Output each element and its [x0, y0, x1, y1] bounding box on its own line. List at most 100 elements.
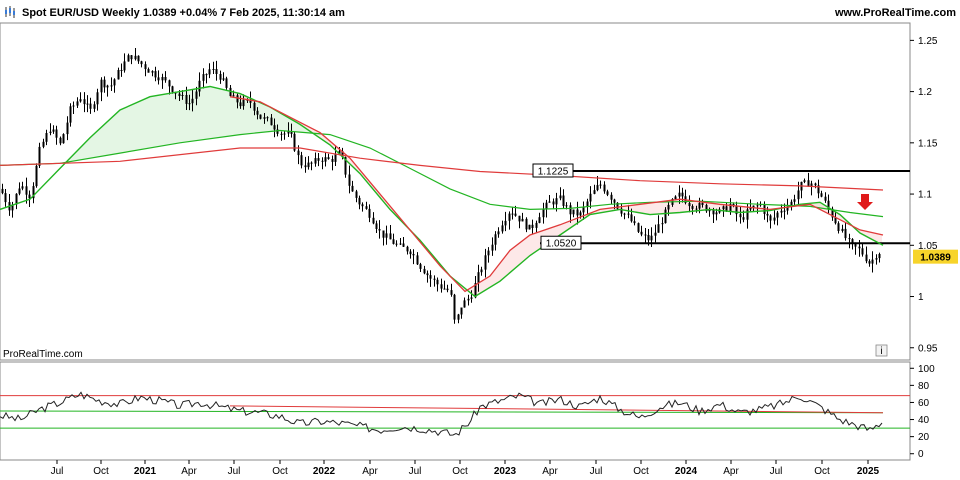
candle-body — [232, 95, 235, 97]
candle-body — [729, 204, 732, 211]
candle-body — [712, 210, 715, 215]
candle-body — [494, 234, 497, 245]
last-price-label: 1.0389 — [920, 253, 951, 264]
candle-body — [440, 284, 443, 289]
candle-body — [463, 300, 466, 308]
candle-body — [147, 69, 150, 73]
candle-body — [732, 204, 735, 206]
candle-body — [83, 99, 86, 105]
candle-body — [100, 79, 103, 93]
candle-body — [735, 205, 738, 215]
candle-body — [103, 79, 106, 88]
candle-body — [525, 218, 528, 230]
candle-body — [300, 155, 303, 166]
candle-body — [96, 92, 99, 105]
candle-body — [878, 254, 881, 259]
candle-body — [664, 209, 667, 224]
candle-body — [164, 77, 167, 81]
osc-tick-label: 20 — [918, 432, 930, 443]
chart-type-icon-candle3 — [13, 11, 15, 15]
candle-body — [623, 213, 626, 215]
candle-body — [378, 229, 381, 231]
candle-body — [18, 188, 21, 194]
time-tick-label: Oct — [814, 466, 830, 477]
candle-body — [49, 131, 52, 133]
osc-tick-label: 80 — [918, 381, 930, 392]
candle-body — [650, 235, 653, 241]
candle-body — [708, 210, 711, 212]
candle-body — [695, 208, 698, 210]
candle-body — [28, 194, 31, 199]
candle-body — [215, 69, 218, 74]
candle-body — [348, 174, 351, 186]
candle-body — [382, 230, 385, 238]
candle-body — [365, 206, 368, 209]
osc-tick-label: 100 — [918, 364, 935, 375]
candle-body — [688, 202, 691, 207]
osc-tick-label: 40 — [918, 415, 930, 426]
candle-body — [205, 74, 208, 76]
candle-body — [239, 102, 242, 107]
oscillator-axis: 100 80 60 40 20 0 — [910, 364, 935, 460]
candle-body — [15, 193, 18, 205]
candle-body — [820, 193, 823, 197]
ma-fill-up — [0, 86, 882, 217]
price-axis: 1.25 1.2 1.15 1.1 1.05 1 0.95 1.0389 — [910, 36, 958, 354]
candle-body — [423, 268, 426, 274]
candle-body — [307, 162, 310, 168]
candle-body — [331, 159, 334, 162]
candle-body — [276, 129, 279, 134]
candle-body — [344, 157, 347, 175]
price-tick-label: 1.2 — [918, 87, 932, 98]
candle-body — [222, 78, 225, 80]
candle-body — [242, 99, 245, 107]
candle-body — [705, 204, 708, 212]
candle-body — [647, 235, 650, 241]
candle-body — [304, 165, 307, 168]
site-link[interactable]: www.ProRealTime.com — [834, 7, 956, 19]
candle-body — [790, 201, 793, 207]
candle-body — [725, 206, 728, 211]
candle-body — [667, 204, 670, 210]
price-tick-label: 1.1 — [918, 190, 932, 201]
candle-body — [477, 272, 480, 284]
candle-body — [137, 55, 140, 62]
candle-body — [875, 258, 878, 260]
candle-body — [780, 210, 783, 213]
candle-body — [535, 222, 538, 228]
candle-body — [579, 212, 582, 216]
time-tick-label: Jul — [770, 466, 783, 477]
candle-body — [453, 294, 456, 320]
candle-body — [616, 202, 619, 209]
candle-body — [722, 206, 725, 210]
time-tick-label: Jul — [409, 466, 422, 477]
candle-body — [538, 217, 541, 223]
time-tick-label: Apr — [362, 466, 378, 477]
candle-body — [627, 213, 630, 215]
candle-body — [596, 185, 599, 191]
candle-body — [654, 232, 657, 236]
candle-body — [443, 288, 446, 290]
candle-body — [198, 80, 201, 92]
candle-body — [871, 259, 874, 264]
info-icon[interactable]: i — [875, 344, 888, 357]
chart-type-icon-candle1 — [5, 10, 7, 14]
candle-body — [412, 254, 415, 256]
time-tick-label: Apr — [542, 466, 558, 477]
time-tick-label: Oct — [633, 466, 649, 477]
candle-body — [803, 180, 806, 182]
candle-body — [657, 224, 660, 233]
candle-body — [355, 191, 358, 198]
candle-body — [467, 298, 470, 301]
candle-body — [480, 269, 483, 273]
candle-body — [290, 131, 293, 134]
candle-body — [854, 242, 857, 247]
info-icon-glyph: i — [880, 346, 882, 357]
candle-body — [38, 146, 41, 166]
ma-fast-red — [229, 96, 884, 293]
candle-body — [392, 239, 395, 244]
osc-signal-green — [0, 410, 884, 414]
candle-body — [259, 114, 262, 119]
candle-body — [562, 195, 565, 206]
